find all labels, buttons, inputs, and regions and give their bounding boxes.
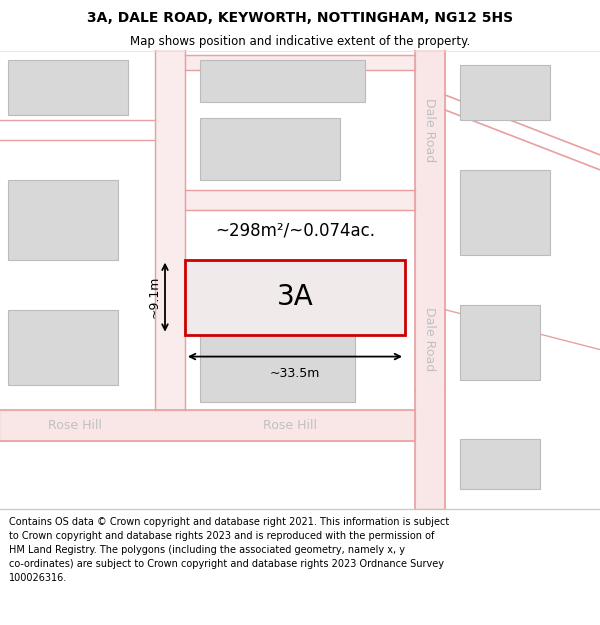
Bar: [185, 260, 405, 334]
Text: 3A: 3A: [277, 283, 313, 311]
Bar: [200, 118, 340, 180]
Text: Dale Road: Dale Road: [424, 98, 437, 162]
Bar: [460, 439, 540, 489]
Bar: [8, 60, 128, 115]
Text: ~33.5m: ~33.5m: [270, 367, 320, 379]
Bar: [200, 332, 355, 401]
Bar: [460, 304, 540, 379]
Bar: [200, 60, 365, 102]
Text: Rose Hill: Rose Hill: [263, 419, 317, 432]
Bar: [8, 309, 118, 384]
Text: Map shows position and indicative extent of the property.: Map shows position and indicative extent…: [130, 35, 470, 48]
Bar: [460, 170, 550, 255]
Bar: [275, 275, 380, 324]
Text: Contains OS data © Crown copyright and database right 2021. This information is : Contains OS data © Crown copyright and d…: [9, 518, 449, 584]
Bar: [8, 180, 118, 260]
Text: Dale Road: Dale Road: [424, 308, 437, 372]
Bar: [460, 65, 550, 120]
Text: ~9.1m: ~9.1m: [148, 276, 161, 318]
Text: ~298m²/~0.074ac.: ~298m²/~0.074ac.: [215, 222, 375, 240]
Text: Rose Hill: Rose Hill: [48, 419, 102, 432]
Text: 3A, DALE ROAD, KEYWORTH, NOTTINGHAM, NG12 5HS: 3A, DALE ROAD, KEYWORTH, NOTTINGHAM, NG1…: [87, 11, 513, 25]
